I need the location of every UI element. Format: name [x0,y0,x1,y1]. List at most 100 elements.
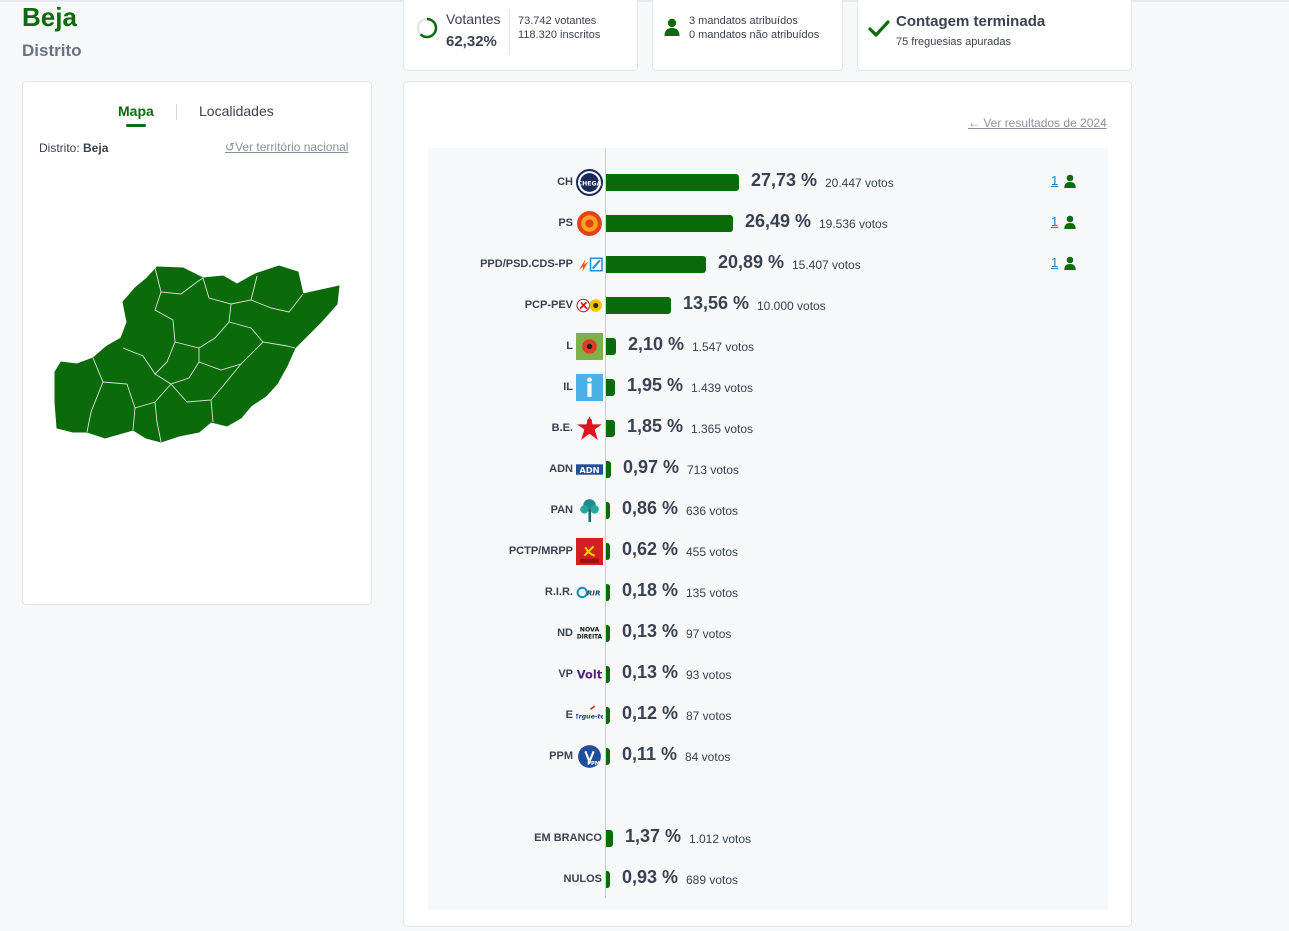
party-name: IL [563,381,573,393]
tab-localidades[interactable]: Localidades [199,103,274,119]
ver-territorio-nacional-link[interactable]: ↺Ver território nacional [225,140,348,154]
mandatos-card: 3 mandatos atribuídos 0 mandatos não atr… [652,0,843,71]
ver-resultados-2024-link[interactable]: ← Ver resultados de 2024 [968,116,1107,130]
votantes-card: Votantes 62,32% 73.742 votantes 118.320 … [403,0,638,71]
result-bar [606,256,706,273]
result-row: R.I.R. RIR 0,18 % 135 votos [428,578,1108,606]
party-name: ND [557,627,573,639]
result-bar [606,830,613,847]
turnout-donut-icon [416,17,438,39]
result-percentage: 0,93 % [622,867,679,887]
municipality-borders [86,267,304,443]
result-row: ADN ADN 0,97 % 713 votos [428,455,1108,483]
party-name: PCP-PEV [524,299,573,311]
be-logo-icon [576,415,603,441]
svg-text:NOVA: NOVA [580,626,600,633]
results-panel: ← Ver resultados de 2024 CH CHEGA 27,73 % 2… [403,81,1132,927]
distrito-value: Beja [83,141,109,155]
chega-logo-icon: CHEGA [576,169,603,196]
party-name: NULOS [563,873,603,885]
result-bar [606,215,733,232]
votantes-label: Votantes [446,11,501,27]
party-name: EM BRANCO [534,832,602,844]
result-row: VP Volt 0,13 % 93 votos [428,660,1108,688]
person-icon [1064,174,1076,188]
cdu-logo-icon [576,292,603,318]
map-panel: Mapa Localidades Distrito: Beja ↺Ver ter… [22,81,372,605]
contagem-card: Contagem terminada 75 freguesias apurada… [857,0,1132,71]
result-percentage: 13,56 % [683,293,750,313]
result-votes: 455 votos [686,545,739,559]
result-bar [606,871,610,888]
district-map[interactable] [51,262,341,462]
result-row: PCTP/MRPP 0,62 % 455 votos [428,537,1108,565]
result-row: PCP-PEV 13,56 % 10.000 votos [428,291,1108,319]
result-row: PS 26,49 % 19.536 votos 1 [428,209,1108,237]
result-bar [606,502,610,519]
il-logo-icon [576,374,603,401]
result-percentage: 1,95 % [627,375,684,395]
distrito-label: Distrito: [39,141,80,155]
svg-text:ADN: ADN [579,465,599,475]
result-percentage: 2,10 % [628,334,685,354]
result-bar [606,461,611,478]
mandatos-nao-atribuidos: 0 mandatos não atribuídos [689,29,820,41]
party-name: L [566,340,573,352]
result-row: PAN 0,86 % 636 votos [428,496,1108,524]
result-votes: 1.547 votos [692,340,755,354]
result-votes: 1.012 votos [689,832,752,846]
result-percentage: 0,11 % [622,744,678,764]
result-bar [606,297,671,314]
top-divider [0,0,1289,2]
check-icon [868,20,890,37]
result-row: CH CHEGA 27,73 % 20.447 votos 1 [428,168,1108,196]
result-bar [606,666,610,683]
result-row: L 2,10 % 1.547 votos [428,332,1108,360]
page-subtitle: Distrito [22,41,82,60]
result-votes: 636 votos [686,504,739,518]
mandates-link[interactable]: 1 [1051,214,1059,229]
person-icon [664,18,680,36]
result-votes: 689 votos [686,873,739,887]
result-votes: 20.447 votos [825,176,894,190]
result-row: EM BRANCO 1,37 % 1.012 votos [428,824,1108,852]
volt-logo-icon: Volt [576,661,603,687]
result-bar [606,420,615,437]
party-name: VP [558,668,573,680]
ver-resultados-2024-label: Ver resultados de 2024 [983,116,1107,130]
result-votes: 93 votos [686,668,732,682]
result-percentage: 26,49 % [745,211,812,231]
votantes-percentage: 62,32% [446,33,497,50]
party-name: R.I.R. [544,586,573,598]
result-row: PPD/PSD.CDS-PP 20,89 % 15.407 votos 1 [428,250,1108,278]
result-bar [606,338,616,355]
mandates-link[interactable]: 1 [1051,173,1059,188]
result-percentage: 1,85 % [627,416,684,436]
result-votes: 135 votos [686,586,739,600]
result-bar [606,625,610,642]
result-percentage: 0,13 % [622,621,679,641]
inscritos-count: 118.320 inscritos [518,29,601,41]
map-district-shape[interactable] [54,265,340,443]
result-bar [606,748,610,765]
party-name: E [565,709,573,721]
result-row: IL 1,95 % 1.439 votos [428,373,1108,401]
mandates-link[interactable]: 1 [1051,255,1059,270]
result-votes: 1.365 votos [691,422,754,436]
mandatos-atribuidos: 3 mandatos atribuídos [689,15,798,27]
ppm-logo-icon: PPM [576,743,603,769]
chart-axis-line [605,148,606,898]
tab-mapa[interactable]: Mapa [118,103,154,119]
result-votes: 19.536 votos [819,217,888,231]
svg-text:Volt: Volt [577,668,603,682]
party-name: B.E. [551,422,573,434]
result-row: NULOS 0,93 % 689 votos [428,865,1108,893]
rir-logo-icon: RIR [576,579,603,605]
result-row: B.E. 1,85 % 1.365 votos [428,414,1108,442]
result-percentage: 0,12 % [622,703,679,723]
result-votes: 97 votos [686,627,732,641]
party-name: PS [558,217,573,229]
result-row: PPM PPM 0,11 % 84 votos [428,742,1108,770]
result-percentage: 0,18 % [622,580,679,600]
svg-text:CHEGA: CHEGA [578,181,602,188]
